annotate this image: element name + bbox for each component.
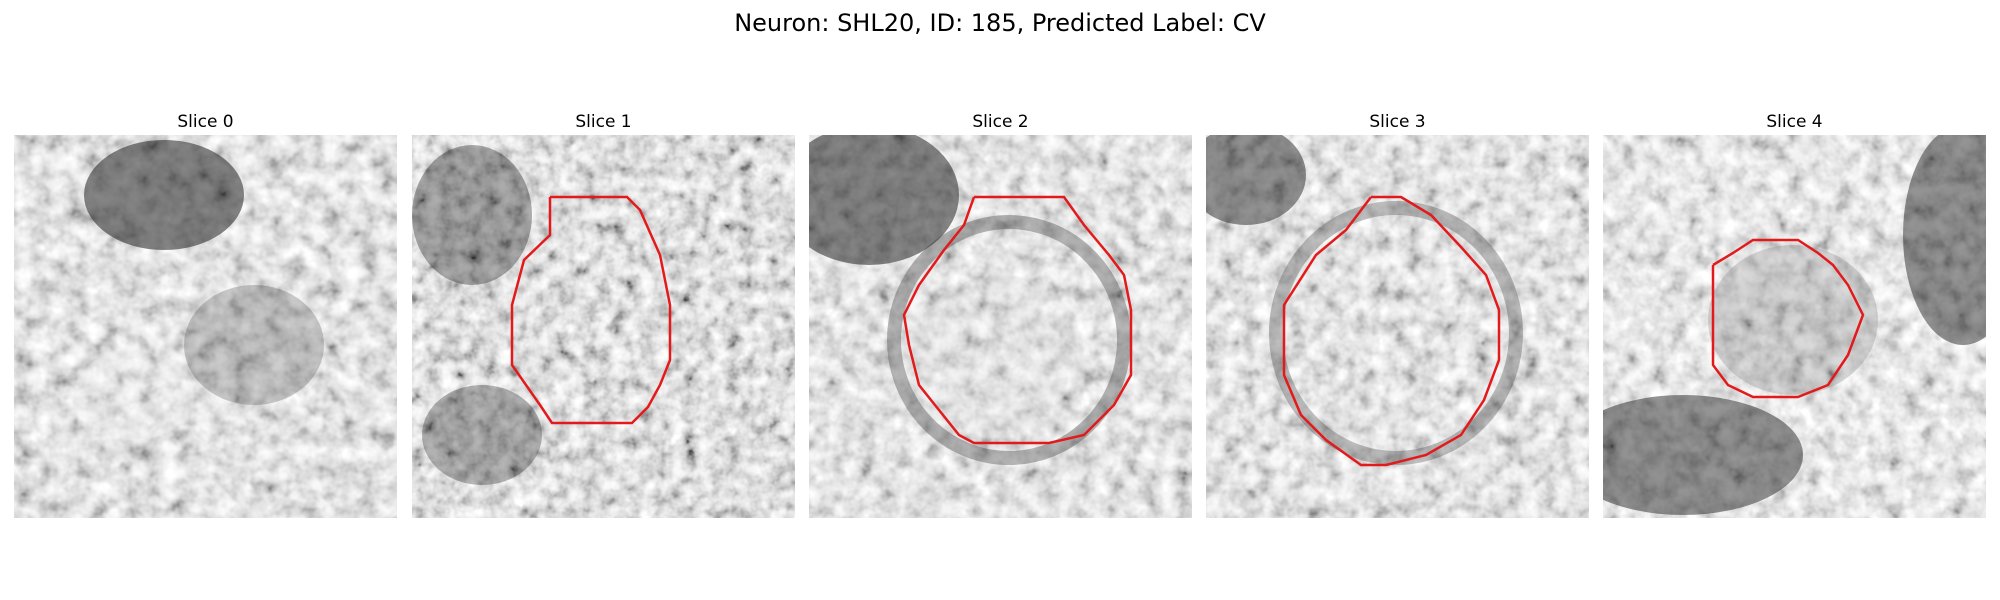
slice-panel-1: Slice 1 [412, 110, 795, 518]
contour-1 [510, 195, 672, 425]
slice-panel-4: Slice 4 [1603, 110, 1986, 518]
slice-title-0: Slice 0 [177, 112, 234, 132]
slice-image-3 [1206, 135, 1589, 518]
slice-4-svg [1603, 135, 1986, 518]
slice-panel-3: Slice 3 [1206, 110, 1589, 518]
slice-image-0 [14, 135, 397, 518]
slice-title-2: Slice 2 [972, 112, 1029, 132]
slice-panel-2: Slice 2 [809, 110, 1192, 518]
slice-image-2 [809, 135, 1192, 518]
contour-4 [1711, 238, 1865, 399]
contour-3 [1282, 195, 1501, 467]
slice-1-svg [412, 135, 795, 518]
slice-title-3: Slice 3 [1369, 112, 1426, 132]
slice-panel-0: Slice 0 [14, 110, 397, 518]
slice-0-svg [14, 135, 397, 518]
slice-image-1 [412, 135, 795, 518]
figure-title: Neuron: SHL20, ID: 185, Predicted Label:… [734, 9, 1266, 37]
contour-2 [902, 195, 1133, 445]
slice-3-svg [1206, 135, 1589, 518]
slice-title-1: Slice 1 [575, 112, 632, 132]
slice-title-4: Slice 4 [1766, 112, 1823, 132]
slice-2-svg [809, 135, 1192, 518]
slice-image-4 [1603, 135, 1986, 518]
